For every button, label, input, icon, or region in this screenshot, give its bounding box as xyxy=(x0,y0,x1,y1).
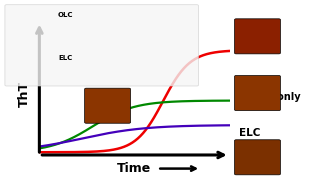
Text: Time: Time xyxy=(117,162,152,175)
Text: ELC: ELC xyxy=(239,128,261,138)
Text: OLC: OLC xyxy=(58,12,73,18)
Text: OLC: OLC xyxy=(239,31,262,41)
Text: Sup35 only: Sup35 only xyxy=(239,92,301,102)
Text: ELC: ELC xyxy=(58,56,73,61)
Text: ThT: ThT xyxy=(18,81,31,107)
